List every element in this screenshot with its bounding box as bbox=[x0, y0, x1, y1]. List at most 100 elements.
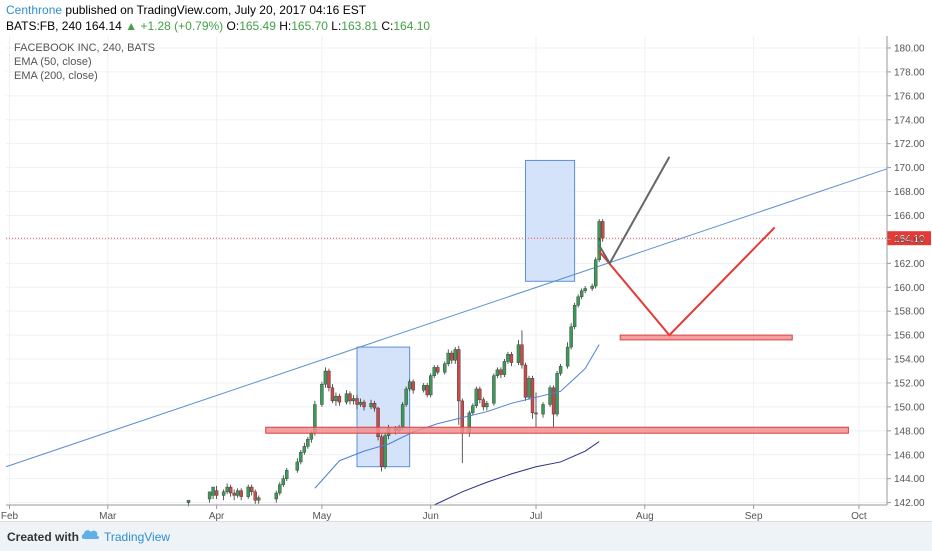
candle bbox=[548, 385, 552, 407]
candle-body bbox=[530, 377, 535, 414]
footer-bar: Created with TradingView bbox=[0, 521, 932, 551]
candle bbox=[253, 489, 257, 504]
y-tick-label: 162.00 bbox=[894, 259, 925, 270]
candle-body bbox=[436, 367, 440, 373]
candle bbox=[334, 392, 338, 406]
candle bbox=[569, 323, 573, 350]
x-tick-label: Apr bbox=[209, 511, 225, 521]
last-price-tag bbox=[887, 231, 931, 246]
candle bbox=[369, 399, 373, 410]
high-label: H: bbox=[279, 19, 292, 33]
highlight-box bbox=[356, 346, 411, 468]
candle bbox=[520, 330, 524, 369]
candle-body bbox=[383, 435, 387, 467]
candle-body bbox=[509, 354, 514, 363]
candle bbox=[225, 483, 229, 495]
y-tick-label: 156.00 bbox=[894, 331, 925, 342]
candle-body bbox=[572, 304, 577, 327]
candle bbox=[485, 400, 489, 411]
candle bbox=[211, 486, 215, 500]
y-tick-label: 166.00 bbox=[894, 211, 925, 222]
candle-body bbox=[344, 393, 349, 403]
symbol-label: BATS:FB, 240 bbox=[6, 19, 82, 33]
candle bbox=[355, 394, 359, 410]
candle-body bbox=[506, 354, 510, 362]
v-projection bbox=[598, 226, 776, 337]
bull-projection bbox=[598, 156, 671, 266]
candle-body bbox=[221, 491, 226, 496]
candle bbox=[404, 386, 408, 407]
y-tick-label: 176.00 bbox=[894, 91, 925, 102]
candle-body bbox=[302, 446, 307, 453]
candle bbox=[358, 398, 363, 407]
candle bbox=[221, 489, 226, 501]
y-tick-label: 146.00 bbox=[894, 450, 925, 461]
y-tick-label: 154.00 bbox=[894, 355, 925, 366]
support-zone bbox=[619, 334, 793, 341]
publish-info: published on TradingView.com, July 20, 2… bbox=[65, 3, 367, 17]
candle-body bbox=[534, 412, 538, 415]
candle-body bbox=[337, 395, 342, 403]
candle-body bbox=[457, 349, 461, 402]
author-name[interactable]: Centhrone bbox=[6, 3, 63, 17]
candle bbox=[323, 367, 328, 388]
ohlc-line: BATS:FB, 240 164.14 ▲ +1.28 (+0.79%) O:1… bbox=[6, 19, 430, 33]
low-label: L: bbox=[331, 19, 342, 33]
candle bbox=[407, 379, 412, 392]
candle bbox=[499, 367, 503, 379]
candle bbox=[327, 368, 331, 392]
candle-body bbox=[478, 388, 482, 400]
candle bbox=[362, 399, 366, 411]
candle-body bbox=[502, 361, 507, 375]
candle bbox=[502, 359, 507, 377]
x-tick-label: Feb bbox=[1, 511, 19, 521]
candle-body bbox=[495, 369, 500, 376]
candle-body bbox=[369, 403, 373, 408]
candle-body bbox=[551, 387, 556, 415]
x-tick-label: Mar bbox=[99, 511, 117, 521]
candle bbox=[351, 394, 356, 405]
candle bbox=[299, 449, 303, 465]
candle-body bbox=[257, 497, 261, 501]
legend-ema200: EMA (200, close) bbox=[14, 70, 98, 82]
y-tick-label: 158.00 bbox=[894, 307, 925, 318]
candle bbox=[579, 288, 584, 300]
candle bbox=[443, 361, 447, 375]
candle bbox=[228, 484, 233, 497]
candle bbox=[495, 367, 500, 379]
indicator-lines bbox=[314, 344, 600, 506]
candle-body bbox=[362, 401, 366, 408]
candle bbox=[344, 390, 349, 405]
candle bbox=[400, 402, 405, 430]
ema200-line bbox=[434, 441, 600, 506]
candle-body bbox=[246, 486, 250, 497]
candle bbox=[421, 382, 426, 393]
candle-body bbox=[569, 326, 573, 348]
trend-line bbox=[5, 168, 888, 468]
candle-body bbox=[379, 436, 384, 467]
candle bbox=[541, 402, 545, 418]
candle-body bbox=[351, 398, 356, 402]
publish-header: Centhrone published on TradingView.com, … bbox=[0, 0, 932, 36]
candle-body bbox=[285, 470, 289, 479]
candle-body bbox=[558, 366, 563, 374]
candle bbox=[429, 373, 433, 398]
x-tick-label: Jun bbox=[423, 511, 439, 521]
chart-overlays bbox=[5, 159, 888, 468]
footer-brand[interactable]: TradingView bbox=[104, 530, 171, 544]
y-tick-label: 150.00 bbox=[894, 402, 925, 413]
price-chart[interactable]: 164.10 142.00 144.00 146.00 148.00 150.00 152… bbox=[0, 36, 932, 521]
candle bbox=[295, 458, 300, 473]
candle bbox=[214, 485, 219, 500]
candle-body bbox=[590, 285, 594, 289]
legend-title: FACEBOOK INC, 240, BATS bbox=[14, 42, 155, 54]
candle bbox=[411, 379, 415, 394]
candle-body bbox=[429, 375, 433, 396]
candle-body bbox=[579, 290, 584, 298]
candle bbox=[235, 488, 240, 498]
open-value: 165.49 bbox=[239, 19, 276, 33]
chart-legend: FACEBOOK INC, 240, BATS EMA (50, close) … bbox=[14, 42, 155, 82]
y-tick-label: 168.00 bbox=[894, 187, 925, 198]
candle-body bbox=[355, 398, 359, 405]
candle-body bbox=[541, 404, 545, 415]
